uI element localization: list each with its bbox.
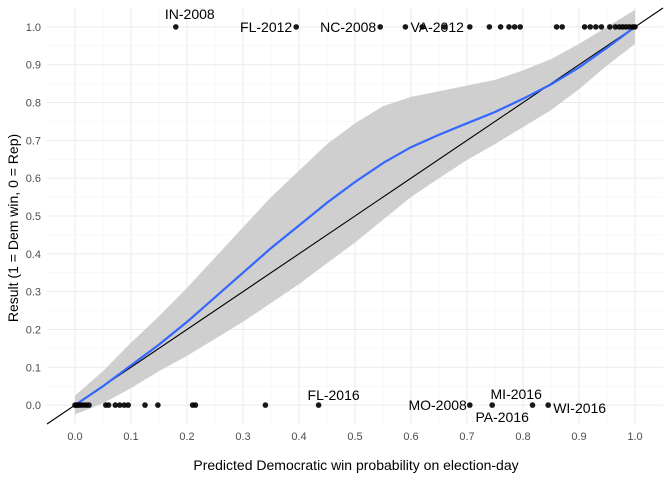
y-tick-label: 0.2 [26,324,41,336]
data-point [607,24,613,30]
data-point [402,24,409,30]
data-point [506,24,512,30]
y-axis-ticks: 0.0 0.1 0.2 0.3 0.4 0.5 0.6 0.7 0.8 0.9 1.0 [26,22,41,412]
x-tick-label: 0.0 [67,431,82,443]
y-tick-label: 0.6 [26,173,41,185]
data-point [315,402,322,408]
x-tick-label: 0.3 [235,431,250,443]
x-tick-label: 0.5 [347,431,362,443]
reference-line [46,7,664,425]
data-point [117,402,123,408]
annotation-label: FL-2012 [240,19,292,35]
x-axis-title: Predicted Democratic win probability on … [193,457,518,473]
y-tick-label: 0.5 [26,211,41,223]
data-point [593,24,599,30]
x-tick-label: 0.1 [123,431,138,443]
y-tick-label: 0.4 [26,249,41,261]
data-point [441,24,448,30]
data-point [142,402,148,408]
data-point [86,402,92,408]
x-tick-label: 0.4 [291,431,306,443]
annotation-label: MI-2016 [491,386,543,402]
annotation-label: FL-2016 [308,387,360,403]
data-point [581,24,588,30]
data-point [598,24,605,30]
data-point [377,24,384,30]
data-point [587,24,593,30]
data-points [72,24,638,408]
data-point [553,24,560,30]
data-point [529,402,536,408]
data-point [467,402,473,408]
data-point [612,24,619,30]
annotation-label: WI-2016 [553,400,606,416]
annotation-label: VA-2012 [410,19,464,35]
x-tick-label: 0.8 [515,431,530,443]
y-tick-label: 0.0 [26,400,41,412]
data-point [497,24,504,30]
y-tick-label: 1.0 [26,22,41,34]
data-point [112,402,119,408]
x-tick-label: 0.9 [571,431,586,443]
x-tick-label: 1.0 [627,431,642,443]
y-tick-label: 0.3 [26,287,41,299]
data-point [155,402,161,408]
data-point [262,402,269,408]
data-point [192,402,199,408]
data-point [121,402,128,408]
data-point [105,402,112,408]
x-axis-ticks: 0.0 0.1 0.2 0.3 0.4 0.5 0.6 0.7 0.8 0.9 1.0 [67,431,642,443]
data-point [173,24,179,30]
data-point [545,402,551,408]
data-point [293,24,300,30]
y-tick-label: 0.8 [26,98,41,110]
annotation-label: PA-2016 [475,409,529,425]
data-point [511,24,518,30]
annotation-label: MO-2008 [408,397,467,413]
data-point [419,24,426,30]
data-point [486,24,493,30]
reference-line-group [46,7,664,425]
data-point [559,24,565,30]
point-annotations: IN-2008 FL-2012 NC-2008 VA-2012 FL-2016 MO-20… [165,6,606,425]
x-tick-label: 0.2 [179,431,194,443]
x-tick-label: 0.6 [403,431,418,443]
data-point [632,24,638,30]
annotation-label: IN-2008 [165,6,215,22]
data-point [517,24,523,30]
x-tick-label: 0.7 [459,431,474,443]
y-tick-label: 0.1 [26,362,41,374]
y-tick-label: 0.9 [26,60,41,72]
y-axis-title: Result (1 = Dem win, 0 = Rep) [5,134,21,322]
data-point [125,402,131,408]
smooth-line-group [74,26,636,407]
annotation-label: NC-2008 [320,19,376,35]
data-point [489,402,496,408]
smooth-line [74,26,636,407]
data-point [467,24,473,30]
y-tick-label: 0.7 [26,135,41,147]
